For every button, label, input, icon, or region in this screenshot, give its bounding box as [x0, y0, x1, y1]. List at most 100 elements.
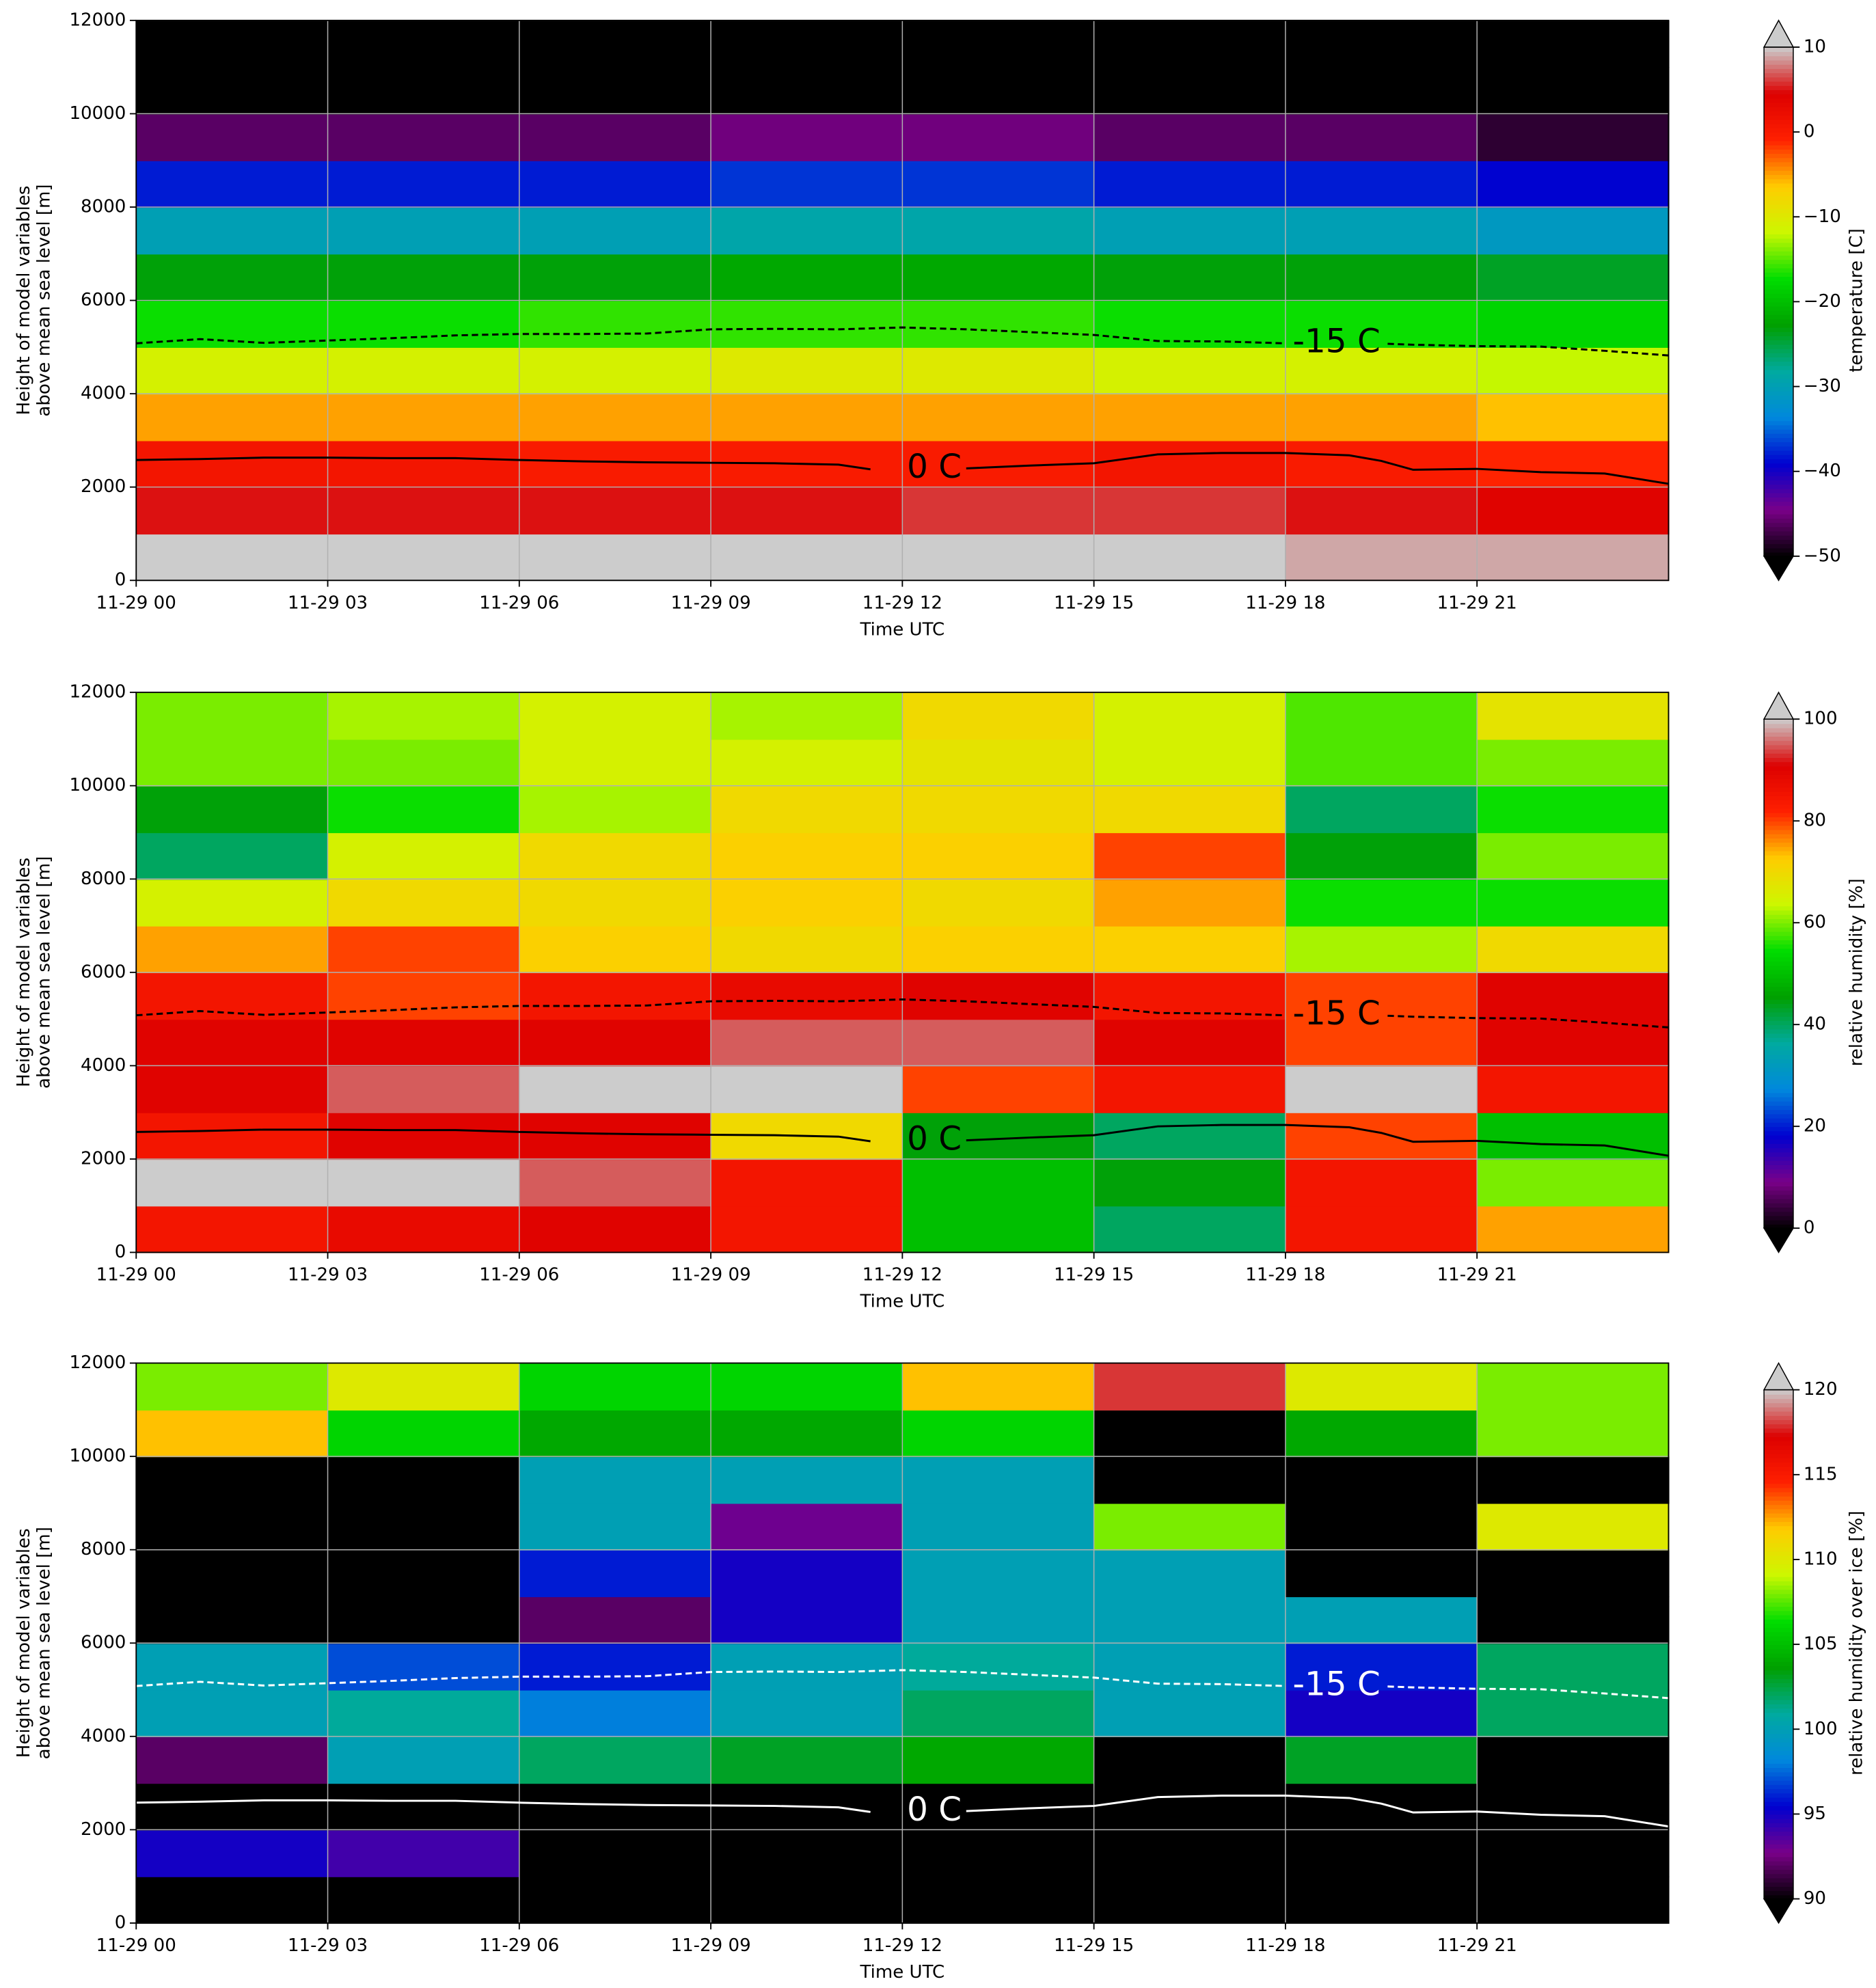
heat-cell	[1285, 1363, 1478, 1411]
colorbar-step	[1764, 1869, 1793, 1875]
heat-cell	[1093, 1876, 1287, 1924]
colorbar-step	[1764, 1219, 1793, 1225]
heat-cell	[1093, 1206, 1287, 1253]
colorbar-step	[1764, 1618, 1793, 1624]
colorbar-step	[1764, 1007, 1793, 1013]
heat-cell	[1093, 487, 1287, 535]
colorbar-step	[1764, 1516, 1793, 1523]
colorbar-step	[1764, 1627, 1793, 1633]
heat-cell	[1477, 1596, 1670, 1644]
heat-cell	[1285, 1206, 1478, 1253]
x-axis-label: Time UTC	[859, 1962, 944, 1983]
heat-cell	[1093, 832, 1287, 880]
colorbar-step	[1764, 488, 1793, 493]
colorbar-step	[1764, 459, 1793, 464]
colorbar-step	[1764, 952, 1793, 957]
contour-label: 0 C	[907, 448, 962, 486]
colorbar-step	[1764, 901, 1793, 907]
colorbar-step	[1764, 1775, 1793, 1781]
heat-cell	[1093, 1503, 1287, 1551]
colorbar-step	[1764, 169, 1793, 176]
colorbar-step	[1764, 288, 1793, 294]
heat-cell	[1285, 1549, 1478, 1598]
heat-cell	[519, 925, 712, 973]
heat-cell	[519, 1829, 712, 1877]
colorbar-step	[1764, 1024, 1793, 1030]
colorbar-step	[1764, 1130, 1793, 1136]
x-tick-label: 11-29 03	[288, 593, 368, 613]
y-tick-label: 8000	[81, 1539, 126, 1560]
colorbar-step	[1764, 352, 1793, 358]
colorbar-step	[1764, 1708, 1793, 1713]
y-tick-label: 0	[115, 570, 126, 590]
heat-cell	[1477, 1409, 1670, 1458]
colorbar-step	[1764, 496, 1793, 502]
colorbar-step	[1764, 77, 1793, 82]
heat-cell	[136, 692, 329, 740]
colorbar-step	[1764, 1432, 1793, 1437]
heat-cell	[1093, 1596, 1287, 1644]
colorbar-step	[1764, 94, 1793, 99]
colorbar-step	[1764, 1470, 1793, 1475]
heat-cell	[136, 300, 329, 348]
heat-cell	[1093, 160, 1287, 208]
heat-cell	[136, 346, 329, 395]
y-axis-label: Height of model variables	[14, 1528, 34, 1758]
colorbar-step	[1764, 1674, 1793, 1679]
colorbar-step	[1764, 1699, 1793, 1704]
heat-cell	[1285, 254, 1478, 301]
y-axis-label: Height of model variables	[14, 186, 34, 416]
colorbar-step	[1764, 297, 1793, 303]
colorbar-step	[1764, 51, 1793, 57]
x-tick-label: 11-29 12	[862, 1265, 942, 1285]
colorbar-step	[1764, 547, 1793, 553]
colorbar-extend-over	[1763, 1362, 1795, 1391]
heat-cell	[327, 785, 520, 834]
x-tick-label: 11-29 06	[479, 1935, 559, 1956]
colorbar-step	[1764, 1474, 1793, 1480]
heat-cell	[1477, 1065, 1670, 1113]
colorbar-step	[1764, 719, 1793, 724]
heat-cell	[1093, 394, 1287, 441]
colorbar-step	[1764, 1572, 1793, 1577]
heat-cell	[1285, 785, 1478, 834]
heat-cell	[1285, 1643, 1478, 1691]
heat-cell	[711, 879, 903, 927]
colorbar-extend-over	[1763, 691, 1795, 720]
colorbar-step	[1764, 1576, 1793, 1581]
heat-cell	[1477, 487, 1670, 535]
colorbar-step	[1764, 1046, 1793, 1051]
colorbar-step	[1764, 59, 1793, 65]
heat-cell	[327, 487, 520, 535]
colorbar-step	[1764, 1661, 1793, 1667]
heat-cell	[902, 739, 1095, 787]
heat-cell	[1285, 487, 1478, 535]
heat-cell	[711, 300, 903, 348]
heat-cell	[711, 1456, 903, 1504]
colorbar-step	[1764, 1547, 1793, 1552]
colorbar-step	[1764, 522, 1793, 528]
colorbar-step	[1764, 1398, 1793, 1404]
colorbar-step	[1764, 1852, 1793, 1857]
colorbar-tick-label: 40	[1804, 1014, 1826, 1035]
heat-cell	[711, 1019, 903, 1067]
heat-cell	[1093, 1689, 1287, 1737]
colorbar-step	[1764, 1126, 1793, 1132]
colorbar-step	[1764, 791, 1793, 796]
y-axis-label: above mean sea level [m]	[34, 184, 55, 416]
heat-cell	[902, 972, 1095, 1020]
colorbar-step	[1764, 1767, 1793, 1773]
colorbar-step	[1764, 1096, 1793, 1102]
colorbar-step	[1764, 1428, 1793, 1433]
y-axis-label: Height of model variables	[14, 858, 34, 1087]
colorbar-step	[1764, 774, 1793, 780]
colorbar-step	[1764, 927, 1793, 932]
colorbar-step	[1764, 331, 1793, 337]
heat-cell	[519, 300, 712, 348]
heat-cell	[519, 1363, 712, 1411]
heat-cell	[327, 1456, 520, 1504]
colorbar-step	[1764, 123, 1793, 128]
colorbar-step	[1764, 314, 1793, 320]
colorbar-tick-label: 0	[1804, 122, 1815, 142]
heat-cell	[711, 1689, 903, 1737]
